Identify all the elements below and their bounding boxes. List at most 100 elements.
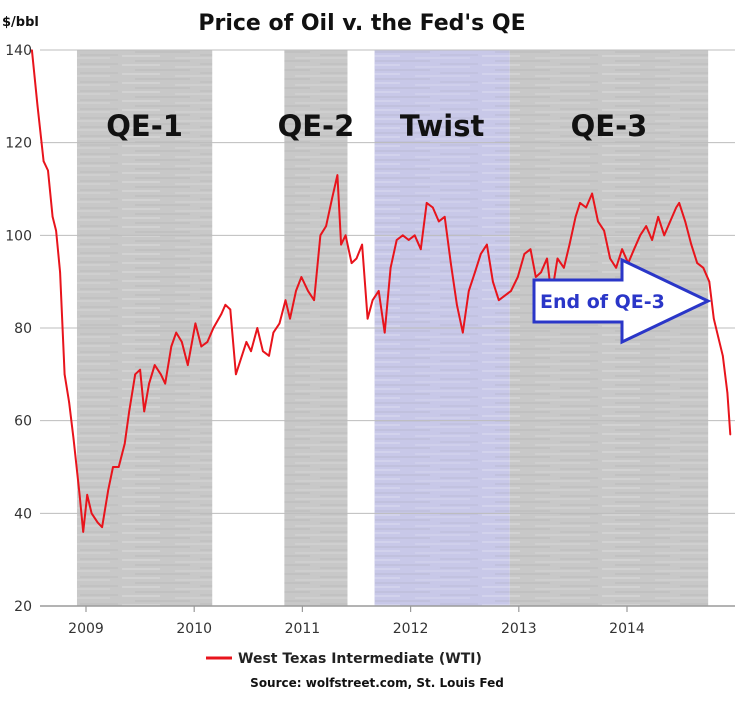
x-tick-2012: 2012 — [393, 621, 429, 637]
data-point — [164, 382, 166, 385]
data-point — [200, 345, 203, 348]
y-axis-unit-label: $/bbl — [2, 15, 39, 30]
data-point — [307, 290, 309, 292]
data-point — [51, 216, 54, 218]
data-point — [72, 438, 75, 441]
y-tick-140: 140 — [5, 43, 32, 59]
data-point — [366, 317, 369, 320]
data-point — [462, 331, 464, 334]
data-point — [187, 364, 189, 366]
data-point — [535, 276, 537, 278]
data-point — [313, 299, 315, 302]
data-point — [212, 327, 215, 329]
data-point — [101, 526, 103, 528]
data-point — [123, 443, 126, 445]
data-point — [107, 489, 109, 492]
data-point — [383, 331, 386, 334]
data-point — [663, 234, 665, 237]
y-tick-100: 100 — [5, 228, 32, 244]
data-point — [153, 364, 156, 366]
data-point — [300, 276, 303, 278]
y-axis-tick-labels: 20 40 60 80 100 120 140 — [5, 43, 32, 615]
x-tick-2009: 2009 — [68, 621, 104, 637]
data-point — [143, 410, 145, 413]
x-tick-2013: 2013 — [501, 621, 537, 637]
band-label-qe-3: QE-3 — [571, 109, 648, 143]
chart-title: Price of Oil v. the Fed's QE — [198, 11, 525, 36]
data-point — [717, 336, 720, 339]
data-point — [722, 355, 724, 357]
data-point — [597, 220, 599, 223]
y-tick-80: 80 — [14, 321, 32, 337]
qe-period-labels: QE-1 QE-2 Twist QE-3 — [106, 109, 647, 143]
data-point — [609, 257, 611, 260]
data-point — [206, 341, 209, 343]
y-tick-20: 20 — [14, 599, 32, 615]
data-point — [194, 322, 197, 325]
data-point — [256, 327, 259, 329]
data-point — [517, 276, 519, 278]
y-tick-60: 60 — [14, 414, 32, 430]
data-point — [621, 248, 623, 250]
data-point — [47, 169, 49, 172]
data-point — [235, 373, 237, 376]
data-point — [563, 267, 565, 269]
data-point — [480, 253, 482, 255]
data-point — [690, 243, 693, 246]
data-point — [241, 355, 243, 357]
data-point — [181, 341, 183, 343]
data-point — [651, 239, 653, 241]
data-point — [708, 280, 711, 283]
data-point — [36, 104, 39, 107]
data-point — [278, 322, 281, 325]
data-point — [389, 267, 392, 269]
band-label-qe-1: QE-1 — [106, 109, 183, 143]
data-point — [498, 299, 500, 302]
data-point — [678, 202, 680, 204]
data-point — [657, 216, 659, 218]
data-point — [696, 262, 698, 264]
data-point — [55, 229, 57, 232]
data-point — [224, 304, 227, 306]
data-point — [443, 216, 446, 218]
data-point — [726, 392, 729, 394]
data-point — [325, 225, 327, 227]
data-point — [504, 294, 506, 297]
data-point — [615, 267, 617, 269]
data-point — [31, 49, 33, 51]
data-point — [42, 160, 45, 162]
data-point — [585, 206, 587, 209]
data-point — [675, 206, 677, 209]
data-point — [395, 239, 398, 241]
data-point — [272, 331, 275, 334]
data-point — [148, 382, 150, 385]
x-tick-2010: 2010 — [176, 621, 212, 637]
data-point — [268, 355, 270, 357]
data-point — [350, 262, 353, 264]
end-of-qe3-callout: End of QE-3 — [532, 257, 712, 345]
data-point — [344, 234, 347, 237]
data-point — [425, 202, 428, 204]
data-point — [523, 253, 526, 255]
data-point — [546, 257, 548, 260]
data-point — [68, 401, 70, 403]
data-point — [468, 290, 470, 292]
data-point — [262, 350, 264, 353]
data-point — [245, 341, 248, 343]
source-note: Source: wolfstreet.com, St. Louis Fed — [250, 676, 504, 690]
data-point — [128, 410, 130, 413]
data-point — [591, 192, 593, 195]
data-point — [713, 317, 715, 320]
data-point — [250, 350, 252, 353]
data-point — [59, 271, 61, 274]
data-point — [340, 243, 342, 246]
data-point — [355, 257, 358, 260]
data-point — [603, 229, 605, 232]
data-point — [90, 512, 93, 515]
data-point — [579, 202, 581, 204]
data-point — [474, 271, 476, 274]
data-point — [63, 373, 66, 376]
legend-label: West Texas Intermediate (WTI) — [238, 651, 482, 667]
x-tick-2014: 2014 — [609, 621, 645, 637]
data-point — [220, 313, 223, 315]
